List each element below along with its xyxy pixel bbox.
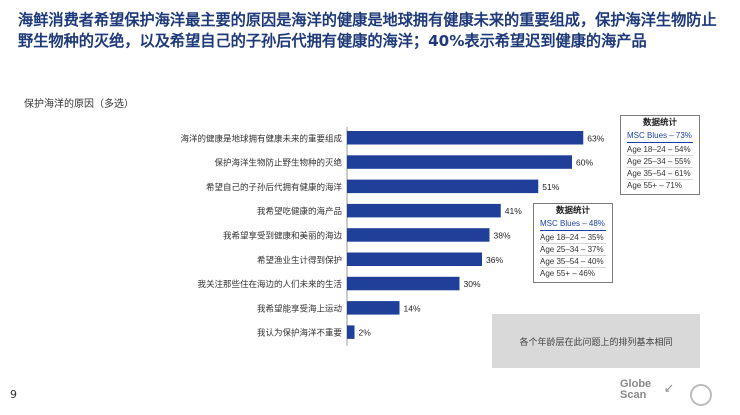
bar-value-label: 38% [494,230,511,240]
stats-callout-2-highlight: MSC Blues – 48% [540,218,606,231]
stats-callout-2-row: Age 25–34 – 37% [540,244,606,256]
category-label: 海洋的健康是地球拥有健康未来的重要组成 [180,133,342,144]
bar-value-label: 2% [359,328,372,338]
bar [347,179,539,194]
bar [347,276,460,291]
stats-callout-1-highlight: MSC Blues – 73% [627,130,693,143]
bar [347,325,355,339]
globescan-arrow-icon: ↙ [664,381,675,395]
age-group-note: 各个年龄层在此问题上的排列基本相同 [492,314,700,368]
category-label: 我希望吃健康的海产品 [257,206,342,217]
bar-value-label: 36% [486,255,503,265]
category-label: 我认为保护海洋不重要 [257,328,343,339]
stats-callout-2-row: Age 18–24 – 35% [540,232,606,244]
bar [347,131,584,145]
stats-callout-2-row: Age 35–54 – 40% [540,256,606,268]
bar-value-label: 14% [404,303,421,313]
bar [347,155,572,169]
globescan-logo-line1: Globe [620,378,652,390]
stats-callout-1-title: 数据统计 [642,118,677,128]
stats-callout-2: 数据统计 MSC Blues – 48% Age 18–24 – 35% Age… [533,203,613,283]
bar [347,203,501,218]
category-label: 保护海洋生物防止野生物种的灭绝 [214,158,342,169]
category-label: 我希望能享受海上运动 [257,303,343,314]
category-label: 希望渔业生计得到保护 [257,255,342,266]
bar [347,301,400,315]
stats-callout-1-row: Age 25–34 – 55% [627,156,693,168]
msc-logo-icon [690,384,712,406]
bar-value-label: 51% [542,182,559,192]
bar-value-label: 60% [576,158,593,168]
category-label: 我希望享受到健康和美丽的海边 [223,230,343,241]
stats-callout-2-row: Age 55+ – 46% [540,269,595,278]
bar-value-label: 63% [587,133,604,143]
bar-value-label: 30% [464,279,481,289]
chart-title: 保护海洋的原因（多选） [24,99,134,110]
stats-callout-1-row: Age 55+ – 71% [627,181,682,190]
stats-callout-1-row: Age 35–54 – 61% [627,168,693,180]
slide-headline: 海鲜消费者希望保护海洋最主要的原因是海洋的健康是地球拥有健康未来的重要组成，保护… [18,11,717,50]
category-label: 我关注那些住在海边的人们未来的生活 [197,279,342,290]
page-number: 9 [10,388,17,401]
category-label: 希望自己的子孙后代拥有健康的海洋 [206,182,343,193]
bar [347,228,490,242]
stats-callout-2-title: 数据统计 [555,206,590,216]
globescan-logo-line2: Scan [620,389,647,401]
globescan-logo: Globe Scan [620,379,651,401]
bar [347,252,482,266]
stats-callout-1-row: Age 18–24 – 54% [627,144,693,156]
stats-callout-1: 数据统计 MSC Blues – 73% Age 18–24 – 54% Age… [620,115,700,195]
bar-value-label: 41% [505,206,522,216]
